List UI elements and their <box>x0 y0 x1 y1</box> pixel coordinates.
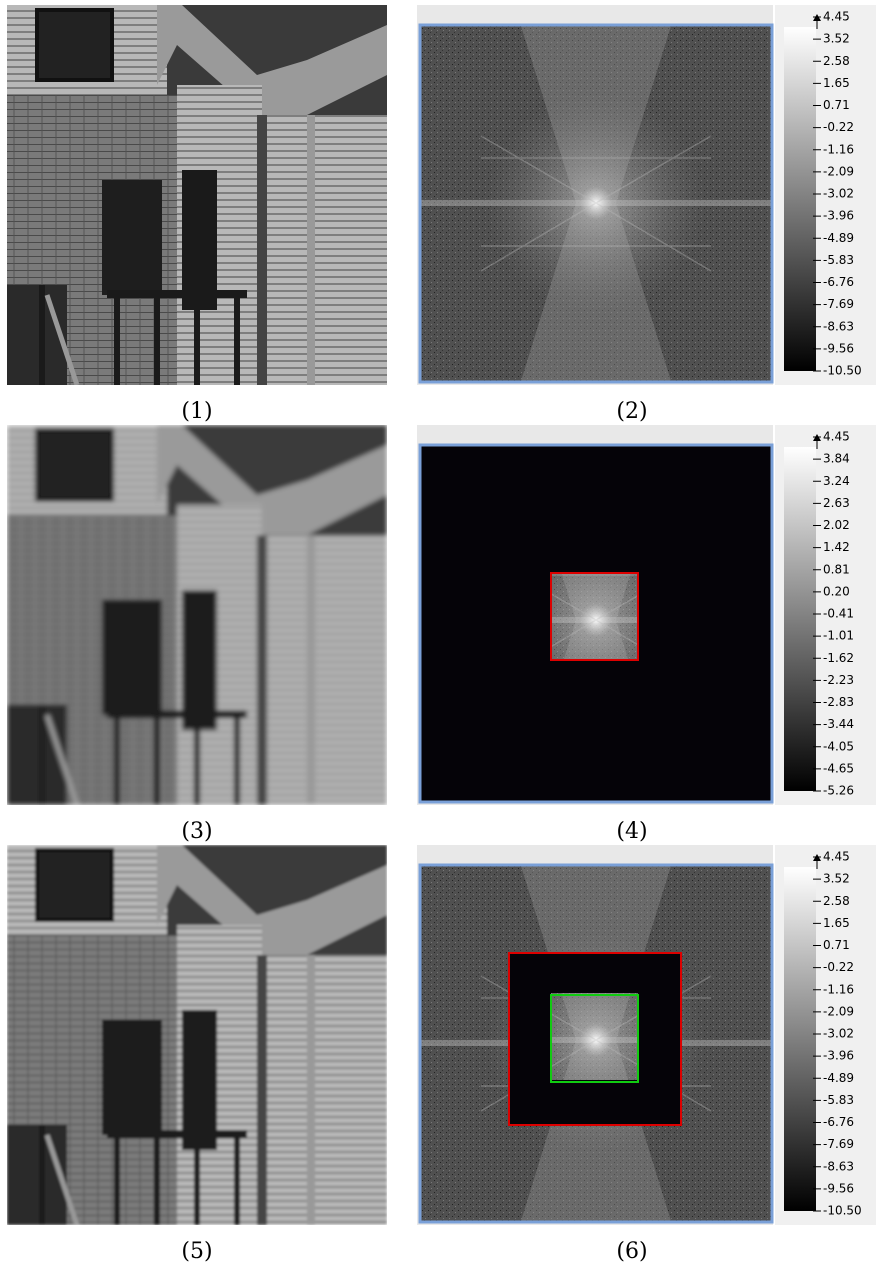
colorbar <box>784 27 816 371</box>
colorbar-tick-label: -9.56 <box>823 1181 854 1195</box>
colorbar-tick-label: -5.26 <box>823 784 854 798</box>
colorbar-tick-label: -3.96 <box>823 1049 854 1063</box>
colorbar-tick-label: 1.65 <box>823 76 850 90</box>
colorbar-tick-label: -10.50 <box>823 364 862 378</box>
colorbar-tick-label: -0.22 <box>823 120 854 134</box>
spectrum-panel: 4.45 3.52 2.58 1.65 0.71 -0.22 -1.16 -2.09 -3.02… <box>417 5 876 424</box>
colorbar-tick-label: 0.71 <box>823 98 850 112</box>
spectrum-panel: 4.45 3.84 3.24 2.63 2.02 1.42 0.81 0.20 -0.41 -1.… <box>417 425 876 844</box>
colorbar-tick-label: -4.05 <box>823 739 854 753</box>
colorbar-tick-label: 3.52 <box>823 872 850 886</box>
photo <box>7 845 387 1225</box>
colorbar-tick-label: -0.22 <box>823 960 854 974</box>
colorbar-tick-label: 3.24 <box>823 474 850 488</box>
colorbar-tick-label: -1.01 <box>823 629 854 643</box>
colorbar <box>784 447 816 791</box>
colorbar-tick-label: -6.76 <box>823 275 854 289</box>
colorbar-tick-label: -10.50 <box>823 1204 862 1218</box>
colorbar-tick-label: -5.83 <box>823 1093 854 1107</box>
colorbar-tick-label: 2.02 <box>823 518 850 532</box>
colorbar-tick-label: -4.65 <box>823 761 854 775</box>
colorbar-tick-label: 0.81 <box>823 562 850 576</box>
colorbar-tick-label: -2.09 <box>823 164 854 178</box>
colorbar-tick-label: -2.23 <box>823 673 854 687</box>
colorbar-tick-label: -5.83 <box>823 253 854 267</box>
colorbar-tick-label: -2.83 <box>823 695 854 709</box>
caption: (2) <box>616 399 647 424</box>
colorbar-tick-label: -7.69 <box>823 297 854 311</box>
colorbar-tick-label: 4.45 <box>823 10 850 24</box>
colorbar-tick-label: 1.65 <box>823 916 850 930</box>
colorbar-tick-label: -1.16 <box>823 982 854 996</box>
image-panel: (5) <box>7 845 387 1264</box>
caption: (5) <box>181 1239 212 1264</box>
colorbar-tick-label: -1.62 <box>823 651 854 665</box>
colorbar-tick-label: 0.71 <box>823 938 850 952</box>
colorbar-tick-label: -0.41 <box>823 607 854 621</box>
photo <box>7 425 387 805</box>
caption: (4) <box>616 819 647 844</box>
colorbar-tick-label: 2.63 <box>823 496 850 510</box>
colorbar-tick-label: -3.44 <box>823 717 854 731</box>
caption: (3) <box>181 819 212 844</box>
colorbar-tick-label: -6.76 <box>823 1115 854 1129</box>
colorbar-tick-label: -3.02 <box>823 1027 854 1041</box>
image-panel: (3) <box>7 425 387 844</box>
figure: (1) 4.45 3.52 2.58 1.65 0.71 -0.22 -1.16 -2.09 -3… <box>0 0 876 1268</box>
colorbar-tick-label: 1.42 <box>823 540 850 554</box>
colorbar-tick-label: 2.58 <box>823 54 850 68</box>
colorbar-tick-label: 2.58 <box>823 894 850 908</box>
image-panel: (1) <box>7 5 387 424</box>
colorbar-tick-label: -7.69 <box>823 1137 854 1151</box>
caption: (1) <box>181 399 212 424</box>
colorbar-tick-label: 4.45 <box>823 850 850 864</box>
colorbar-tick-label: -8.63 <box>823 1159 854 1173</box>
colorbar-tick-label: -9.56 <box>823 341 854 355</box>
colorbar-tick-label: 3.52 <box>823 32 850 46</box>
colorbar-tick-label: -4.89 <box>823 1071 854 1085</box>
colorbar <box>784 867 816 1211</box>
colorbar-tick-label: -4.89 <box>823 231 854 245</box>
colorbar-tick-label: -8.63 <box>823 319 854 333</box>
spectrum-panel: 4.45 3.52 2.58 1.65 0.71 -0.22 -1.16 -2.09 -3.02… <box>417 845 876 1264</box>
colorbar-tick-label: -1.16 <box>823 142 854 156</box>
caption: (6) <box>616 1239 647 1264</box>
colorbar-tick-label: -3.96 <box>823 209 854 223</box>
colorbar-tick-label: 3.84 <box>823 452 850 466</box>
photo <box>7 5 387 385</box>
spectrum <box>421 26 771 381</box>
colorbar-tick-label: -3.02 <box>823 187 854 201</box>
colorbar-tick-label: 4.45 <box>823 430 850 444</box>
colorbar-tick-label: 0.20 <box>823 584 850 598</box>
colorbar-tick-label: -2.09 <box>823 1004 854 1018</box>
